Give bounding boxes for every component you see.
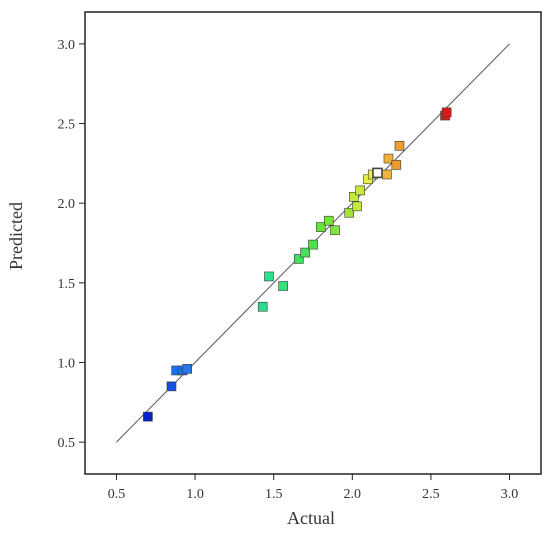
x-axis-title: Actual (287, 508, 335, 528)
y-tick-label: 1.5 (58, 277, 76, 292)
data-point (349, 192, 359, 202)
x-tick-label: 1.5 (265, 487, 283, 502)
data-point (344, 207, 354, 218)
y-axis-title: Predicted (6, 202, 26, 270)
data-point (264, 271, 274, 282)
data-point (355, 185, 365, 196)
data-point (316, 222, 326, 232)
data-point (294, 254, 304, 264)
data-points (143, 107, 452, 422)
data-point (257, 301, 268, 312)
data-point (166, 381, 177, 392)
x-tick-label: 0.5 (108, 487, 126, 502)
x-tick-label: 2.0 (344, 487, 362, 502)
y-tick-label: 3.0 (58, 38, 76, 53)
data-point (383, 153, 394, 164)
y-tick-label: 1.0 (58, 356, 76, 371)
data-point (391, 160, 402, 170)
data-point (441, 107, 452, 118)
data-point (300, 247, 310, 258)
x-tick-label: 3.0 (501, 487, 519, 502)
data-point (382, 169, 392, 180)
data-point (372, 167, 383, 179)
data-point (323, 215, 334, 226)
data-point (330, 225, 340, 236)
data-point (278, 281, 288, 291)
x-tick-label: 1.0 (186, 487, 204, 502)
y-tick-label: 2.0 (58, 197, 76, 212)
data-point (143, 411, 153, 422)
y-tick-label: 2.5 (58, 118, 76, 133)
data-point (352, 201, 362, 212)
data-point (308, 239, 318, 250)
y-axis-ticks: 0.5 1.0 1.5 2.0 2.5 3.0 (58, 38, 85, 451)
data-point (182, 364, 193, 374)
x-axis-ticks: 0.5 1.0 1.5 2.0 2.5 3.0 (108, 474, 519, 502)
data-point (394, 141, 405, 151)
y-tick-label: 0.5 (58, 436, 76, 451)
plot-frame (84, 11, 542, 475)
x-tick-label: 2.5 (422, 487, 440, 502)
